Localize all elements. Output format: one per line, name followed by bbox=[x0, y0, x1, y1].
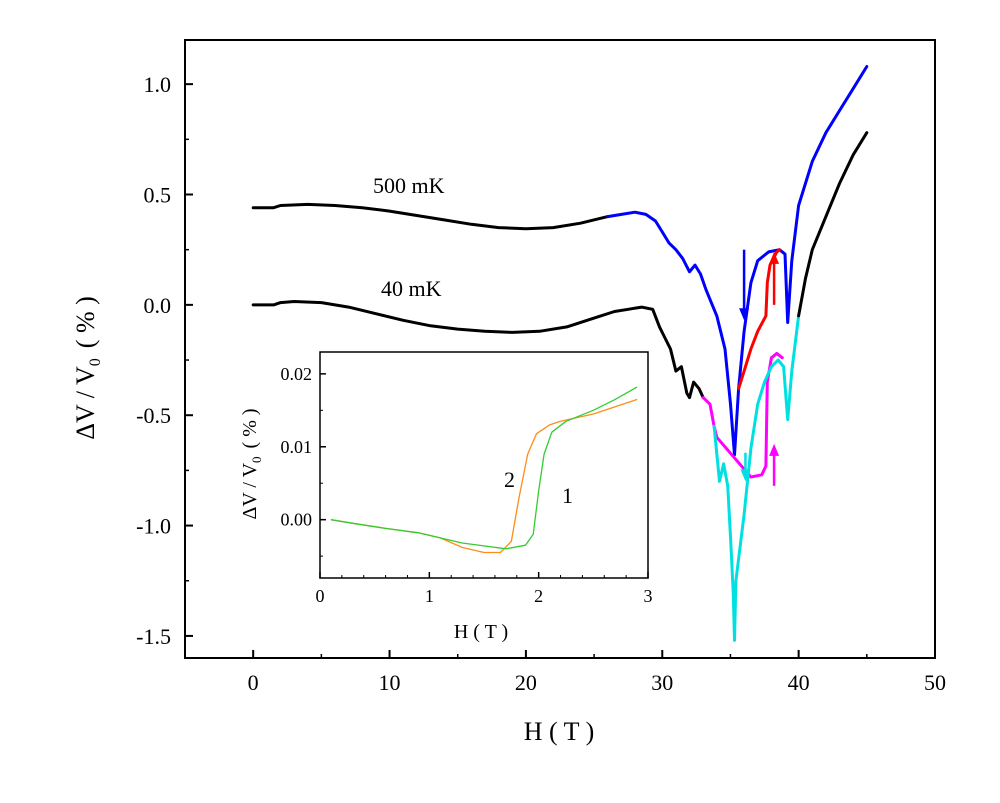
main-y-axis-ticks: 1.0 0.5 0.0 -0.5 -1.0 -1.5 bbox=[136, 72, 193, 649]
inset-y-tick-label: 0.01 bbox=[281, 437, 313, 457]
main-y-tick-label: -1.0 bbox=[136, 514, 171, 539]
main-plot-frame bbox=[184, 39, 936, 659]
inset-annotation-2: 2 bbox=[504, 467, 515, 492]
arrow-up-3 bbox=[769, 443, 780, 486]
main-x-axis-label: H ( T ) bbox=[524, 717, 595, 746]
main-x-tick-label: 0 bbox=[248, 670, 259, 695]
inset-series-line-1 bbox=[330, 386, 638, 550]
annotation-40mk: 40 mK bbox=[381, 276, 442, 301]
inset-x-tick-label: 2 bbox=[534, 586, 543, 606]
main-series-line-6 bbox=[797, 131, 869, 318]
inset-y-label-sub: 0 bbox=[249, 456, 264, 463]
annotation-500mk: 500 mK bbox=[373, 173, 445, 198]
main-y-label-unit: ( % ) bbox=[71, 296, 100, 348]
inset-y-axis-label: ΔV / V0 ( % ) bbox=[239, 408, 264, 519]
main-x-tick-label: 50 bbox=[924, 670, 946, 695]
main-y-axis-label: ΔV / V0 ( % ) bbox=[71, 296, 104, 440]
inset-x-axis-label: H ( T ) bbox=[454, 621, 508, 643]
inset-y-label-main: ΔV / V bbox=[239, 462, 261, 519]
arrow-down-2 bbox=[740, 452, 751, 482]
main-series-line-5 bbox=[712, 314, 801, 642]
inset-x-tick-label: 0 bbox=[316, 586, 325, 606]
svg-text:ΔV / V0( % ): ΔV / V0 ( % ) bbox=[71, 296, 104, 440]
arrow-down-0 bbox=[739, 249, 750, 321]
main-arrows-group bbox=[739, 249, 780, 486]
inset-y-label-unit: ( % ) bbox=[239, 408, 261, 448]
main-series-line-3 bbox=[251, 300, 705, 400]
main-y-label-sub: 0 bbox=[87, 358, 104, 366]
inset-annotation-1: 1 bbox=[562, 483, 573, 508]
inset-x-axis-ticks: 0 1 2 3 bbox=[316, 572, 653, 606]
arrow-up-1 bbox=[769, 251, 780, 305]
main-y-tick-label: 0.5 bbox=[144, 183, 172, 208]
inset-background bbox=[320, 352, 648, 578]
inset-x-tick-label: 3 bbox=[644, 586, 653, 606]
main-x-tick-label: 40 bbox=[788, 670, 810, 695]
svg-text:ΔV / V0( % ): ΔV / V0 ( % ) bbox=[239, 408, 264, 519]
main-series-line-1 bbox=[606, 65, 869, 457]
inset-plot-frame bbox=[319, 351, 649, 579]
main-y-tick-label: -1.5 bbox=[136, 624, 171, 649]
inset-y-tick-label: 0.02 bbox=[281, 364, 313, 384]
inset-y-axis-ticks: 0.02 0.01 0.00 bbox=[281, 364, 326, 557]
main-x-tick-label: 10 bbox=[379, 670, 401, 695]
main-y-tick-label: -0.5 bbox=[136, 403, 171, 428]
inset-x-tick-label: 1 bbox=[425, 586, 434, 606]
main-y-tick-label: 0.0 bbox=[144, 293, 172, 318]
main-y-label-main: ΔV / V bbox=[71, 366, 100, 440]
inset-y-tick-label: 0.00 bbox=[281, 510, 313, 530]
main-series-line-4 bbox=[701, 351, 784, 479]
main-x-tick-label: 30 bbox=[651, 670, 673, 695]
main-x-tick-label: 20 bbox=[515, 670, 537, 695]
main-x-axis-ticks: 0 10 20 30 40 50 bbox=[184, 650, 946, 695]
main-series-group bbox=[251, 65, 869, 642]
main-series-line-0 bbox=[251, 202, 610, 231]
main-chart: 0 10 20 30 40 50 1.00.50.0-0.5-1.0-1.5 500 mK… bbox=[71, 39, 946, 746]
inset-series-group bbox=[330, 386, 638, 554]
main-y-tick-label: 1.0 bbox=[144, 72, 172, 97]
